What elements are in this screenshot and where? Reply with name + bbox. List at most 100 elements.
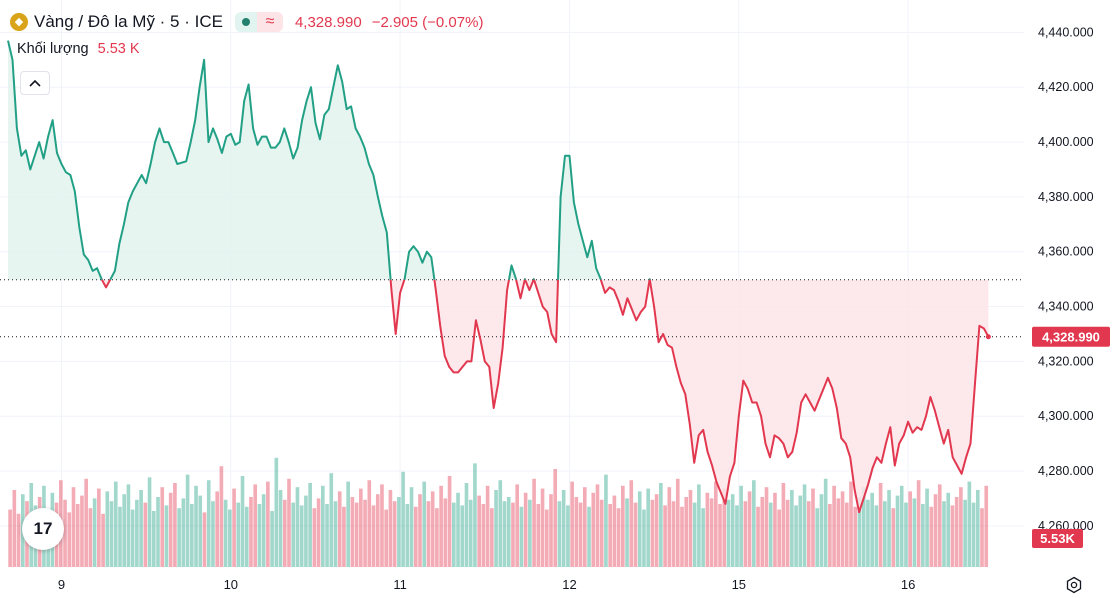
volume-bar (367, 480, 372, 567)
volume-bar (616, 508, 621, 567)
volume-bar (747, 491, 752, 567)
volume-bar (730, 494, 735, 567)
volume-bar (528, 499, 532, 567)
volume-bar (688, 490, 693, 567)
market-status[interactable]: ≈ (234, 12, 283, 32)
legend-change: −2.905 (−0.07%) (371, 13, 484, 31)
volume-bar (544, 509, 549, 567)
volume-bar (139, 490, 143, 567)
volume-bar (202, 512, 207, 567)
last-price-dot (985, 334, 991, 340)
volume-bar (895, 495, 900, 567)
volume-bar (604, 474, 608, 567)
volume-bar (261, 494, 266, 567)
volume-label[interactable]: Khối lượng (17, 41, 89, 57)
chevron-up-icon (29, 79, 41, 87)
volume-bar (240, 476, 245, 567)
volume-bar (828, 504, 832, 567)
volume-legend: Khối lượng 5.53 K (17, 41, 140, 57)
price-line-down (389, 279, 406, 335)
volume-bar (401, 471, 405, 567)
volume-bar (468, 499, 473, 567)
volume-bar (270, 511, 274, 567)
volume-bar (426, 501, 431, 567)
volume-bar (363, 499, 367, 567)
wave-icon[interactable]: ≈ (256, 12, 283, 32)
volume-bar (494, 490, 498, 567)
settings-gear-icon[interactable] (1065, 576, 1083, 594)
volume-bar (921, 504, 925, 567)
volume-bar (16, 513, 21, 567)
market-status-dot-icon[interactable] (234, 12, 257, 32)
volume-bar (878, 483, 883, 567)
volume-bar (621, 485, 625, 567)
volume-bar (485, 485, 490, 567)
volume-bar (519, 506, 524, 567)
volume-bar (523, 492, 528, 567)
tradingview-logo[interactable]: 17 (22, 508, 64, 550)
volume-bar (295, 487, 300, 567)
collapse-legend-button[interactable] (20, 71, 50, 95)
volume-bar (190, 504, 194, 567)
volume-bar (815, 508, 820, 567)
chart-legend: ◆ Vàng / Đô la Mỹ · 5 · ICE ≈ 4,328.990 … (10, 10, 483, 34)
volume-bar (447, 476, 452, 567)
volume-bar (713, 481, 718, 567)
volume-bar (274, 457, 279, 567)
gold-coin-icon[interactable]: ◆ (10, 13, 28, 31)
price-line-down (599, 279, 651, 322)
volume-bar (963, 499, 967, 567)
volume-bar (380, 484, 384, 567)
price-line-up (109, 58, 392, 281)
volume-bar (71, 487, 76, 567)
volume-bar (646, 488, 650, 567)
volume-bar (836, 498, 841, 567)
volume-bar (709, 498, 714, 567)
volume-bar (946, 492, 951, 567)
volume-bar (844, 502, 849, 567)
volume-bar (794, 505, 798, 567)
volume-bar (126, 484, 131, 567)
volume-bar (371, 505, 376, 567)
volume-bar (861, 487, 866, 567)
volume-bar (113, 481, 118, 567)
price-axis[interactable]: 4,440.000 4,420.000 4,400.000 4,380.000 4,36… (1038, 25, 1094, 532)
volume-bar (684, 497, 689, 567)
legend-price: 4,328.990 (294, 13, 362, 31)
volume-bar (739, 485, 743, 567)
volume-bar (329, 473, 334, 567)
price-line-down (515, 279, 526, 300)
price-line (7, 40, 991, 514)
volume-bar (354, 502, 359, 567)
volume-bar (173, 483, 177, 567)
volume-bar (435, 508, 439, 567)
symbol-title[interactable]: Vàng / Đô la Mỹ · 5 · ICE (34, 12, 223, 31)
volume-bar (168, 492, 173, 567)
volume-bar (650, 499, 655, 567)
volume-bar (147, 477, 152, 567)
volume-bar (743, 501, 748, 567)
volume-bar (760, 497, 765, 567)
volume-bar (587, 506, 591, 567)
volume-tag-label: 5.53K (1040, 531, 1075, 546)
volume-bar (574, 497, 579, 567)
volume-bar (151, 511, 156, 567)
volume-bar (333, 501, 338, 567)
volume-bar (667, 487, 672, 567)
volume-bar (464, 483, 469, 567)
volume-bar (451, 502, 456, 567)
x-tick-label: 11 (393, 577, 407, 592)
volume-bar (405, 504, 410, 567)
volume-bar (375, 494, 380, 567)
volume-bar (954, 497, 959, 567)
volume-bar (904, 502, 908, 567)
price-area-fills (8, 40, 989, 513)
volume-bar (304, 495, 308, 567)
volume-bar (122, 494, 127, 567)
volume-bar (819, 494, 824, 567)
price-line-up (557, 154, 602, 281)
volume-bar (764, 487, 769, 567)
y-tick-label: 4,380.000 (1038, 190, 1094, 204)
time-axis[interactable]: 9 10 11 12 15 16 (58, 577, 916, 592)
